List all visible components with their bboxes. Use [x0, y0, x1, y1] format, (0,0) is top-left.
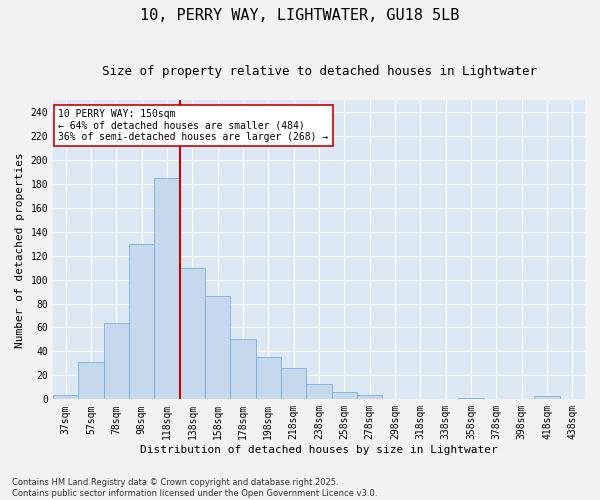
Text: 10 PERRY WAY: 150sqm
← 64% of detached houses are smaller (484)
36% of semi-deta: 10 PERRY WAY: 150sqm ← 64% of detached h… — [58, 109, 329, 142]
Bar — [357, 394, 382, 400]
Y-axis label: Number of detached properties: Number of detached properties — [15, 152, 25, 348]
X-axis label: Distribution of detached houses by size in Lightwater: Distribution of detached houses by size … — [140, 445, 498, 455]
Bar — [535, 396, 560, 400]
Title: Size of property relative to detached houses in Lightwater: Size of property relative to detached ho… — [101, 65, 536, 78]
Text: Contains HM Land Registry data © Crown copyright and database right 2025.
Contai: Contains HM Land Registry data © Crown c… — [12, 478, 377, 498]
Bar — [104, 322, 129, 400]
Bar — [179, 268, 205, 400]
Bar — [458, 398, 484, 400]
Bar — [53, 394, 79, 400]
Bar — [129, 244, 154, 400]
Bar — [79, 362, 104, 400]
Bar — [332, 392, 357, 400]
Bar — [205, 296, 230, 400]
Bar — [154, 178, 179, 400]
Text: 10, PERRY WAY, LIGHTWATER, GU18 5LB: 10, PERRY WAY, LIGHTWATER, GU18 5LB — [140, 8, 460, 22]
Bar — [230, 340, 256, 400]
Bar — [256, 358, 281, 400]
Bar — [307, 384, 332, 400]
Bar — [281, 368, 307, 400]
